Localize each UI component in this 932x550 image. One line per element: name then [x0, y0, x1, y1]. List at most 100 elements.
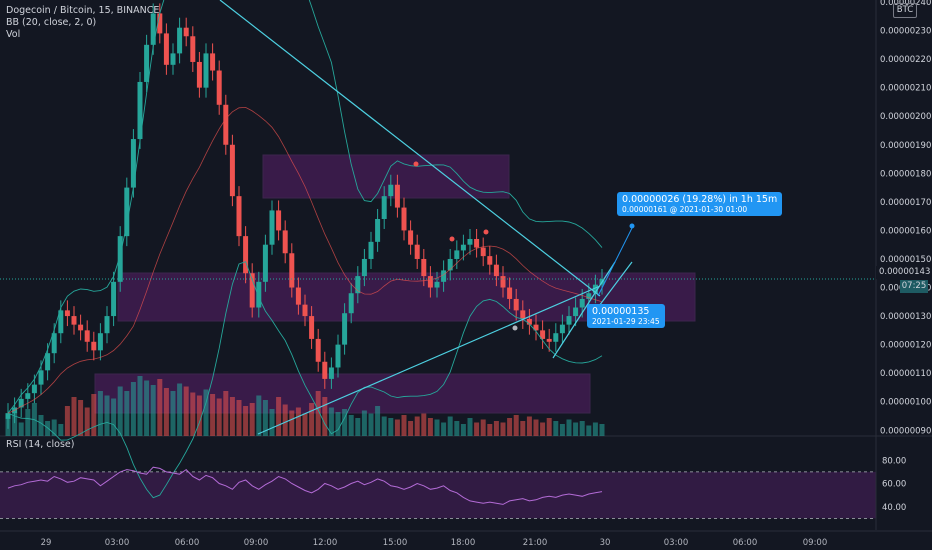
candle-body	[361, 258, 367, 277]
volume-bar	[249, 403, 255, 436]
candle-body	[5, 413, 11, 419]
volume-bar	[586, 425, 592, 436]
volume-bar	[150, 385, 156, 436]
time-tick-label: 21:00	[523, 538, 548, 548]
volume-bar	[12, 412, 18, 436]
candle-body	[559, 324, 565, 334]
volume-bar	[177, 383, 183, 436]
candle-body	[394, 184, 400, 208]
price-tick-label: 0.00000220	[880, 55, 931, 65]
candle-body	[97, 333, 103, 351]
volume-bar	[117, 386, 123, 436]
time-tick-label: 15:00	[383, 538, 408, 548]
candle-body	[71, 316, 77, 325]
volume-bar	[401, 415, 407, 436]
volume-bar	[262, 400, 268, 436]
candle-body	[203, 53, 209, 88]
volume-bar	[124, 391, 130, 436]
volume-bar	[493, 421, 499, 436]
candle-body	[223, 104, 229, 145]
price-tick-label: 0.00000170	[880, 198, 931, 208]
candle-body	[526, 318, 532, 325]
volume-bar	[45, 421, 51, 436]
candle-body	[144, 44, 150, 82]
candle-body	[130, 139, 136, 188]
volume-bar	[421, 413, 427, 436]
descending-trendline	[219, 0, 601, 297]
volume-bar	[474, 422, 480, 436]
price-tick-label: 0.00000150	[880, 255, 931, 265]
candle-body	[282, 230, 288, 254]
bb-indicator-label[interactable]: BB (20, close, 2, 0)	[6, 17, 97, 28]
candle-body	[51, 333, 57, 354]
candle-body	[348, 293, 354, 314]
candle-body	[302, 304, 308, 317]
time-tick-label: 30	[600, 538, 611, 548]
candle-body	[249, 273, 255, 308]
price-tick-label: 0.00000120	[880, 341, 931, 351]
signal-dot	[512, 325, 518, 331]
volume-bar	[183, 386, 189, 436]
volume-bar	[229, 397, 235, 436]
candle-body	[256, 281, 262, 308]
volume-bar	[394, 419, 400, 436]
volume-bar	[216, 398, 222, 436]
candle-body	[553, 333, 559, 342]
volume-bar	[342, 409, 348, 436]
bb-lower-band	[7, 261, 603, 499]
volume-bar	[282, 404, 288, 436]
price-tick-label: 0.00000130	[880, 312, 931, 322]
candle-body	[183, 27, 189, 37]
candle-body	[368, 241, 374, 259]
volume-bar	[447, 416, 453, 436]
ascending-trendline	[257, 285, 601, 435]
volume-bar	[361, 410, 367, 436]
volume-bar	[309, 403, 315, 436]
candle-body	[586, 293, 592, 299]
volume-bar	[51, 419, 57, 436]
candle-body	[25, 393, 31, 399]
candle-body	[579, 298, 585, 308]
measure-callout[interactable]: 0.00000026 (19.28%) in 1h 15m 0.00000161…	[617, 192, 783, 216]
volume-bar	[414, 416, 420, 436]
volume-bar	[25, 409, 31, 436]
rsi-tick-label: 40.00	[882, 503, 906, 513]
volume-bar	[315, 391, 321, 436]
candle-body	[467, 238, 473, 245]
volume-bar	[78, 400, 84, 436]
volume-bar	[513, 415, 519, 436]
volume-bar	[599, 424, 605, 436]
candle-body	[64, 310, 70, 317]
symbol-title: Dogecoin / Bitcoin, 15, BINANCE	[6, 5, 160, 16]
candle-body	[447, 258, 453, 271]
candle-body	[124, 187, 130, 237]
time-tick-label: 29	[41, 538, 52, 548]
volume-bar	[526, 416, 532, 436]
volume-indicator-label[interactable]: Vol	[6, 29, 21, 40]
candle-body	[335, 344, 341, 368]
rsi-indicator-label[interactable]: RSI (14, close)	[6, 439, 75, 450]
volume-bar	[480, 419, 486, 436]
signal-dot	[483, 229, 489, 235]
low-price-callout[interactable]: 0.00000135 2021-01-29 23:45	[587, 304, 665, 328]
time-tick-label: 09:00	[803, 538, 828, 548]
candle-body	[170, 53, 176, 65]
candle-body	[414, 244, 420, 259]
price-tick-label: 0.00000180	[880, 169, 931, 179]
candle-body	[243, 236, 249, 274]
time-tick-label: 09:00	[244, 538, 269, 548]
volume-bar	[507, 418, 513, 436]
candle-body	[262, 244, 268, 282]
candle-body	[441, 270, 447, 282]
candle-body	[401, 207, 407, 231]
measure-line	[597, 227, 633, 297]
candle-body	[38, 370, 44, 385]
volume-bar	[328, 407, 334, 436]
volume-bar	[130, 382, 136, 436]
time-tick-label: 06:00	[733, 538, 758, 548]
volume-bar	[269, 409, 275, 436]
bar-countdown-tag: 07:25	[900, 280, 928, 293]
rsi-tick-label: 80.00	[882, 456, 906, 466]
